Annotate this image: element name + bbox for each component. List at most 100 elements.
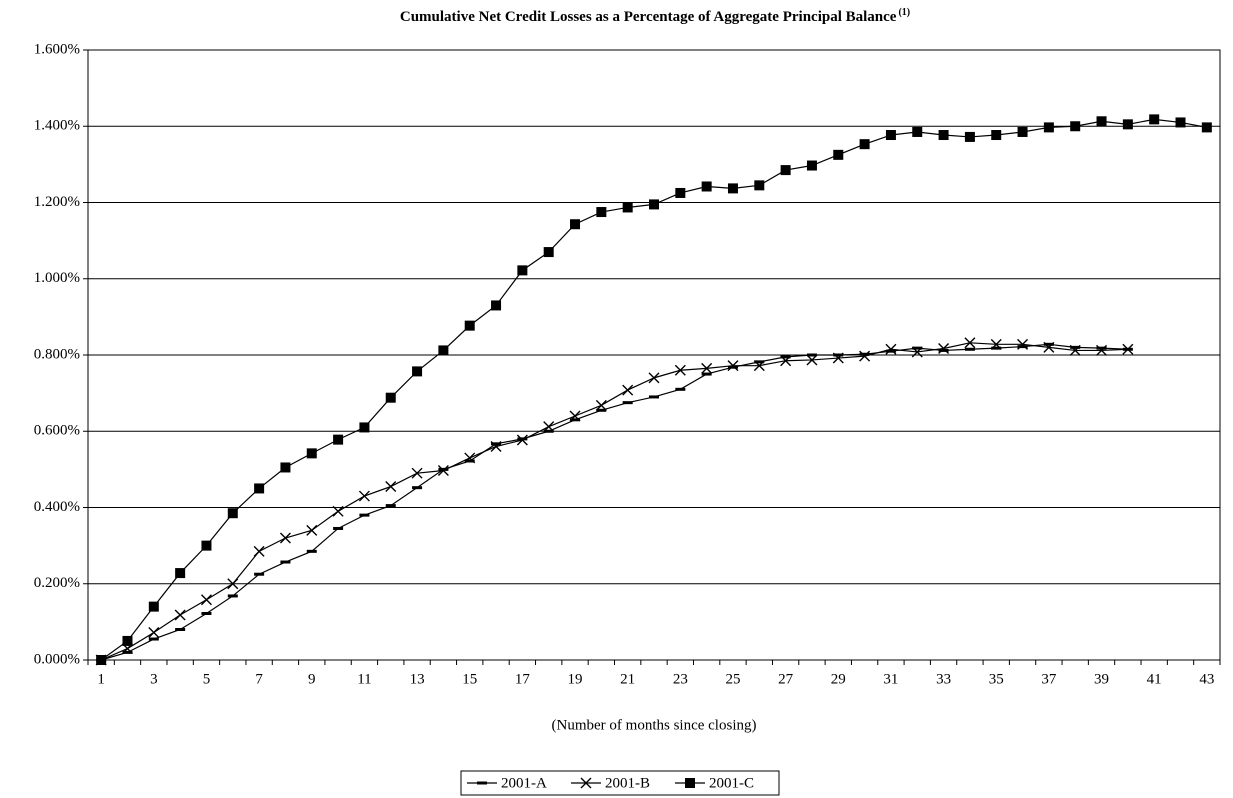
marker-square [227, 508, 238, 519]
marker-square [649, 199, 659, 210]
y-tick-label: 1.600% [34, 41, 80, 57]
marker-x [727, 360, 739, 372]
marker-square [1043, 122, 1054, 133]
marker-x [595, 399, 607, 411]
marker-dash [122, 650, 133, 654]
marker-dash [649, 395, 659, 399]
marker-x [279, 532, 291, 544]
marker-x [569, 410, 581, 422]
marker-x [358, 490, 370, 502]
marker-square [912, 126, 923, 137]
marker-square [685, 778, 695, 788]
marker-dash [833, 353, 844, 357]
marker-x [1043, 341, 1055, 353]
marker-dash [727, 365, 738, 369]
y-tick-label: 0.400% [34, 499, 80, 515]
x-tick-label: 31 [883, 671, 898, 687]
x-tick-label: 29 [831, 671, 846, 687]
marker-x [1069, 344, 1081, 356]
marker-dash [477, 781, 487, 785]
marker-square [148, 601, 159, 612]
marker-dash [754, 360, 765, 364]
marker-square [859, 139, 870, 150]
marker-dash [175, 628, 186, 631]
marker-x [990, 338, 1002, 350]
marker-square [1149, 114, 1160, 125]
marker-square [1070, 121, 1081, 132]
marker-square [254, 483, 265, 494]
marker-x [1017, 338, 1029, 350]
x-tick-label: 19 [568, 671, 583, 687]
marker-square [701, 181, 712, 192]
marker-dash [1070, 345, 1081, 349]
marker-dash [859, 352, 870, 356]
marker-x [701, 362, 713, 374]
marker-dash [991, 346, 1002, 350]
marker-dash [333, 526, 344, 530]
marker-square [570, 219, 581, 230]
marker-x [437, 465, 449, 477]
marker-square [1122, 119, 1133, 130]
marker-square [412, 366, 423, 377]
marker-square [359, 422, 370, 433]
marker-dash [780, 355, 791, 359]
y-tick-label: 1.400% [34, 118, 80, 134]
marker-x [200, 594, 212, 606]
marker-x [516, 434, 528, 446]
marker-x [832, 352, 844, 364]
marker-square [964, 131, 975, 142]
marker-dash [1096, 346, 1107, 350]
marker-square [175, 568, 186, 579]
x-tick-label: 17 [515, 671, 531, 687]
marker-x [385, 481, 397, 493]
marker-x [174, 609, 186, 621]
y-tick-label: 0.000% [34, 651, 80, 667]
marker-dash [385, 504, 396, 508]
marker-square [385, 392, 396, 403]
marker-dash [570, 418, 581, 422]
x-tick-label: 7 [255, 671, 263, 687]
marker-dash [517, 437, 528, 441]
marker-x [306, 524, 318, 536]
y-tick-label: 1.200% [34, 194, 80, 210]
marker-square [806, 160, 817, 171]
marker-dash [412, 486, 423, 490]
marker-square [280, 462, 291, 473]
marker-square [780, 165, 791, 176]
series-line [100, 342, 1128, 661]
marker-dash [596, 408, 607, 412]
marker-dash [912, 346, 923, 350]
legend-label: 2001-C [709, 775, 754, 791]
x-tick-label: 21 [620, 671, 635, 687]
marker-dash [359, 513, 370, 517]
marker-square [1017, 126, 1028, 137]
y-tick-label: 0.800% [34, 346, 80, 362]
marker-dash [464, 459, 475, 463]
y-tick-label: 0.200% [34, 575, 80, 591]
legend-label: 2001-A [501, 775, 547, 791]
x-tick-label: 3 [150, 671, 158, 687]
marker-square [885, 130, 896, 141]
marker-x [806, 354, 818, 366]
marker-square [517, 265, 528, 276]
marker-square [1175, 117, 1186, 128]
x-tick-label: 13 [410, 671, 425, 687]
marker-dash [885, 349, 896, 353]
x-tick-label: 35 [989, 671, 1004, 687]
marker-square [622, 202, 633, 213]
x-tick-label: 25 [725, 671, 740, 687]
marker-x [859, 350, 871, 362]
y-tick-label: 0.600% [34, 423, 80, 439]
x-tick-label: 41 [1147, 671, 1162, 687]
legend-box [460, 770, 780, 796]
marker-dash [964, 347, 975, 351]
legend-label: 2001-B [605, 775, 650, 791]
x-tick-label: 1 [97, 671, 105, 687]
marker-square [1096, 116, 1107, 127]
marker-x [911, 346, 923, 358]
marker-dash [148, 637, 159, 641]
marker-x [580, 777, 592, 789]
marker-x [938, 343, 950, 355]
x-tick-label: 9 [308, 671, 316, 687]
